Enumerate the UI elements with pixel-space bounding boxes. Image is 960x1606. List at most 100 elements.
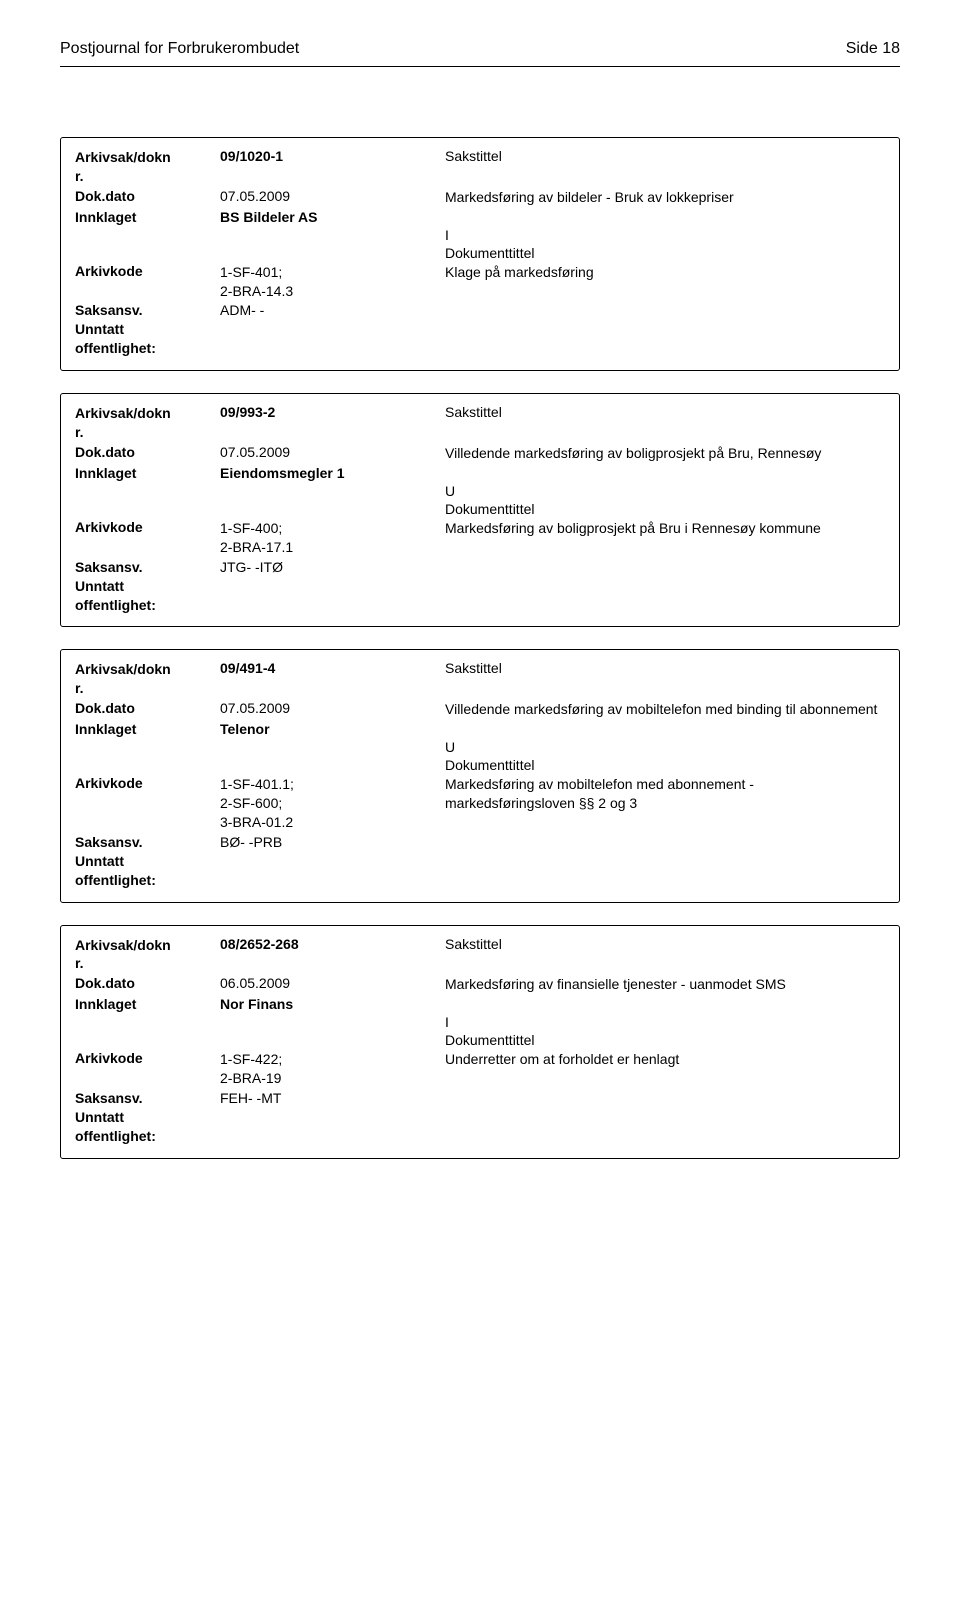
label-arkivsak: Arkivsak/doknr. (75, 660, 220, 698)
value-arkivkode: 1-SF-401;2-BRA-14.3 (220, 263, 445, 301)
row-doktittel-label: Dokumenttittel (75, 757, 885, 773)
label-innklaget: Innklaget (75, 996, 220, 1012)
row-unntatt: Unntattoffentlighet: (75, 577, 885, 615)
page-header: Postjournal for Forbrukerombudet Side 18 (60, 40, 900, 58)
value-sakstittel: Markedsføring av bildeler - Bruk av lokk… (445, 188, 885, 207)
page-number: Side 18 (846, 40, 900, 58)
value-io: I (445, 227, 449, 243)
value-arkivkode: 1-SF-422;2-BRA-19 (220, 1050, 445, 1088)
value-innklaget: Nor Finans (220, 996, 445, 1012)
label-unntatt: Unntattoffentlighet: (75, 1108, 220, 1146)
label-dokdato: Dok.dato (75, 444, 220, 460)
row-dokdato: Dok.dato 07.05.2009 Villedende markedsfø… (75, 700, 885, 719)
value-io: U (445, 739, 455, 755)
records-list: Arkivsak/doknr. 09/1020-1 Sakstittel Dok… (60, 137, 900, 1159)
label-innklaget: Innklaget (75, 209, 220, 225)
row-doktittel-label: Dokumenttittel (75, 501, 885, 517)
value-sakstittel: Villedende markedsføring av boligprosjek… (445, 444, 885, 463)
value-sakstittel: Markedsføring av finansielle tjenester -… (445, 975, 885, 994)
value-innklaget: Telenor (220, 721, 445, 737)
value-saksansv: ADM- - (220, 302, 445, 318)
value-arkivsak: 09/491-4 (220, 660, 445, 676)
row-unntatt: Unntattoffentlighet: (75, 1108, 885, 1146)
label-sakstittel: Sakstittel (445, 404, 502, 420)
value-arkivkode: 1-SF-400;2-BRA-17.1 (220, 519, 445, 557)
record: Arkivsak/doknr. 08/2652-268 Sakstittel D… (60, 925, 900, 1159)
row-arkivsak: Arkivsak/doknr. 08/2652-268 Sakstittel (75, 936, 885, 974)
label-dokumenttittel: Dokumenttittel (445, 757, 534, 773)
value-arkivsak: 08/2652-268 (220, 936, 445, 952)
value-arkivsak: 09/1020-1 (220, 148, 445, 164)
label-unntatt: Unntattoffentlighet: (75, 852, 220, 890)
label-arkivsak: Arkivsak/doknr. (75, 936, 220, 974)
value-arkivsak: 09/993-2 (220, 404, 445, 420)
label-arkivkode: Arkivkode (75, 263, 220, 279)
label-saksansv: Saksansv. (75, 1090, 220, 1106)
row-unntatt: Unntattoffentlighet: (75, 852, 885, 890)
label-dokdato: Dok.dato (75, 700, 220, 716)
row-saksansv: Saksansv. ADM- - (75, 302, 885, 318)
label-arkivkode: Arkivkode (75, 1050, 220, 1066)
record: Arkivsak/doknr. 09/1020-1 Sakstittel Dok… (60, 137, 900, 371)
label-arkivsak: Arkivsak/doknr. (75, 148, 220, 186)
row-arkivsak: Arkivsak/doknr. 09/1020-1 Sakstittel (75, 148, 885, 186)
row-io: I (75, 227, 885, 243)
value-innklaget: BS Bildeler AS (220, 209, 445, 225)
value-doktittel: Underretter om at forholdet er henlagt (445, 1050, 885, 1069)
row-io: U (75, 739, 885, 755)
row-io: U (75, 483, 885, 499)
value-dokdato: 06.05.2009 (220, 975, 445, 991)
label-sakstittel: Sakstittel (445, 660, 502, 676)
record: Arkivsak/doknr. 09/993-2 Sakstittel Dok.… (60, 393, 900, 627)
value-dokdato: 07.05.2009 (220, 188, 445, 204)
row-arkivkode: Arkivkode 1-SF-400;2-BRA-17.1 Markedsfør… (75, 519, 885, 557)
row-dokdato: Dok.dato 06.05.2009 Markedsføring av fin… (75, 975, 885, 994)
label-dokumenttittel: Dokumenttittel (445, 1032, 534, 1048)
row-saksansv: Saksansv. FEH- -MT (75, 1090, 885, 1106)
label-dokumenttittel: Dokumenttittel (445, 501, 534, 517)
label-saksansv: Saksansv. (75, 834, 220, 850)
value-sakstittel: Villedende markedsføring av mobiltelefon… (445, 700, 885, 719)
row-innklaget: Innklaget BS Bildeler AS (75, 209, 885, 225)
row-innklaget: Innklaget Telenor (75, 721, 885, 737)
label-arkivkode: Arkivkode (75, 775, 220, 791)
row-innklaget: Innklaget Nor Finans (75, 996, 885, 1012)
label-innklaget: Innklaget (75, 465, 220, 481)
label-arkivkode: Arkivkode (75, 519, 220, 535)
row-doktittel-label: Dokumenttittel (75, 245, 885, 261)
value-saksansv: BØ- -PRB (220, 834, 445, 850)
label-arkivsak: Arkivsak/doknr. (75, 404, 220, 442)
record: Arkivsak/doknr. 09/491-4 Sakstittel Dok.… (60, 649, 900, 902)
row-saksansv: Saksansv. JTG- -ITØ (75, 559, 885, 575)
row-doktittel-label: Dokumenttittel (75, 1032, 885, 1048)
value-doktittel: Markedsføring av boligprosjekt på Bru i … (445, 519, 885, 538)
value-doktittel: Klage på markedsføring (445, 263, 885, 282)
row-arkivkode: Arkivkode 1-SF-422;2-BRA-19 Underretter … (75, 1050, 885, 1088)
row-unntatt: Unntattoffentlighet: (75, 320, 885, 358)
value-doktittel: Markedsføring av mobiltelefon med abonne… (445, 775, 885, 813)
row-arkivkode: Arkivkode 1-SF-401;2-BRA-14.3 Klage på m… (75, 263, 885, 301)
label-sakstittel: Sakstittel (445, 148, 502, 164)
row-saksansv: Saksansv. BØ- -PRB (75, 834, 885, 850)
row-dokdato: Dok.dato 07.05.2009 Markedsføring av bil… (75, 188, 885, 207)
row-arkivkode: Arkivkode 1-SF-401.1;2-SF-600;3-BRA-01.2… (75, 775, 885, 832)
value-innklaget: Eiendomsmegler 1 (220, 465, 445, 481)
value-saksansv: JTG- -ITØ (220, 559, 445, 575)
journal-title: Postjournal for Forbrukerombudet (60, 40, 299, 58)
label-saksansv: Saksansv. (75, 559, 220, 575)
row-innklaget: Innklaget Eiendomsmegler 1 (75, 465, 885, 481)
value-io: U (445, 483, 455, 499)
value-io: I (445, 1014, 449, 1030)
label-dokdato: Dok.dato (75, 975, 220, 991)
label-unntatt: Unntattoffentlighet: (75, 577, 220, 615)
value-dokdato: 07.05.2009 (220, 700, 445, 716)
row-dokdato: Dok.dato 07.05.2009 Villedende markedsfø… (75, 444, 885, 463)
header-divider (60, 66, 900, 67)
row-arkivsak: Arkivsak/doknr. 09/993-2 Sakstittel (75, 404, 885, 442)
label-dokumenttittel: Dokumenttittel (445, 245, 534, 261)
row-io: I (75, 1014, 885, 1030)
value-dokdato: 07.05.2009 (220, 444, 445, 460)
value-saksansv: FEH- -MT (220, 1090, 445, 1106)
label-saksansv: Saksansv. (75, 302, 220, 318)
row-arkivsak: Arkivsak/doknr. 09/491-4 Sakstittel (75, 660, 885, 698)
